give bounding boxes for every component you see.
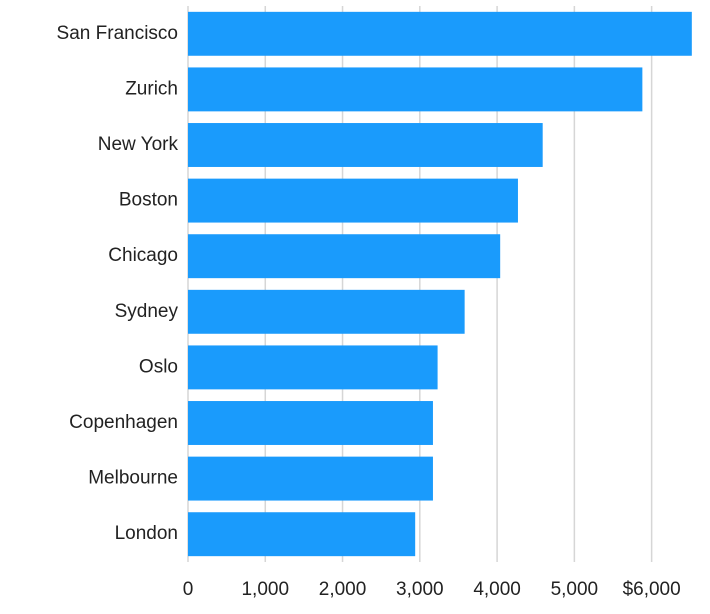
y-tick-label: San Francisco [57, 23, 178, 44]
y-tick-label: Zurich [125, 78, 178, 99]
y-tick-label: Boston [119, 190, 178, 211]
y-tick-label: Copenhagen [69, 412, 178, 433]
y-tick-label: Oslo [139, 356, 178, 377]
y-tick-label: Sydney [115, 301, 179, 322]
x-tick-label: 3,000 [396, 579, 444, 600]
bar [188, 401, 433, 445]
x-tick-label: 0 [183, 579, 194, 600]
bar [188, 11, 692, 56]
y-tick-label: Melbourne [88, 468, 178, 489]
bar [188, 67, 643, 112]
y-tick-label: London [115, 523, 178, 544]
bar [188, 289, 465, 334]
x-tick-label: 5,000 [551, 579, 599, 600]
bar [188, 512, 416, 557]
bar [188, 234, 501, 279]
y-tick-label: Chicago [108, 245, 178, 266]
bar [188, 345, 438, 390]
x-tick-label: 4,000 [473, 579, 521, 600]
y-tick-label: New York [98, 134, 179, 155]
bar [188, 123, 543, 167]
bar [188, 456, 433, 501]
x-tick-label: $6,000 [623, 579, 681, 600]
bar [188, 178, 518, 223]
x-tick-label: 2,000 [319, 579, 367, 600]
x-tick-label: 1,000 [241, 579, 289, 600]
